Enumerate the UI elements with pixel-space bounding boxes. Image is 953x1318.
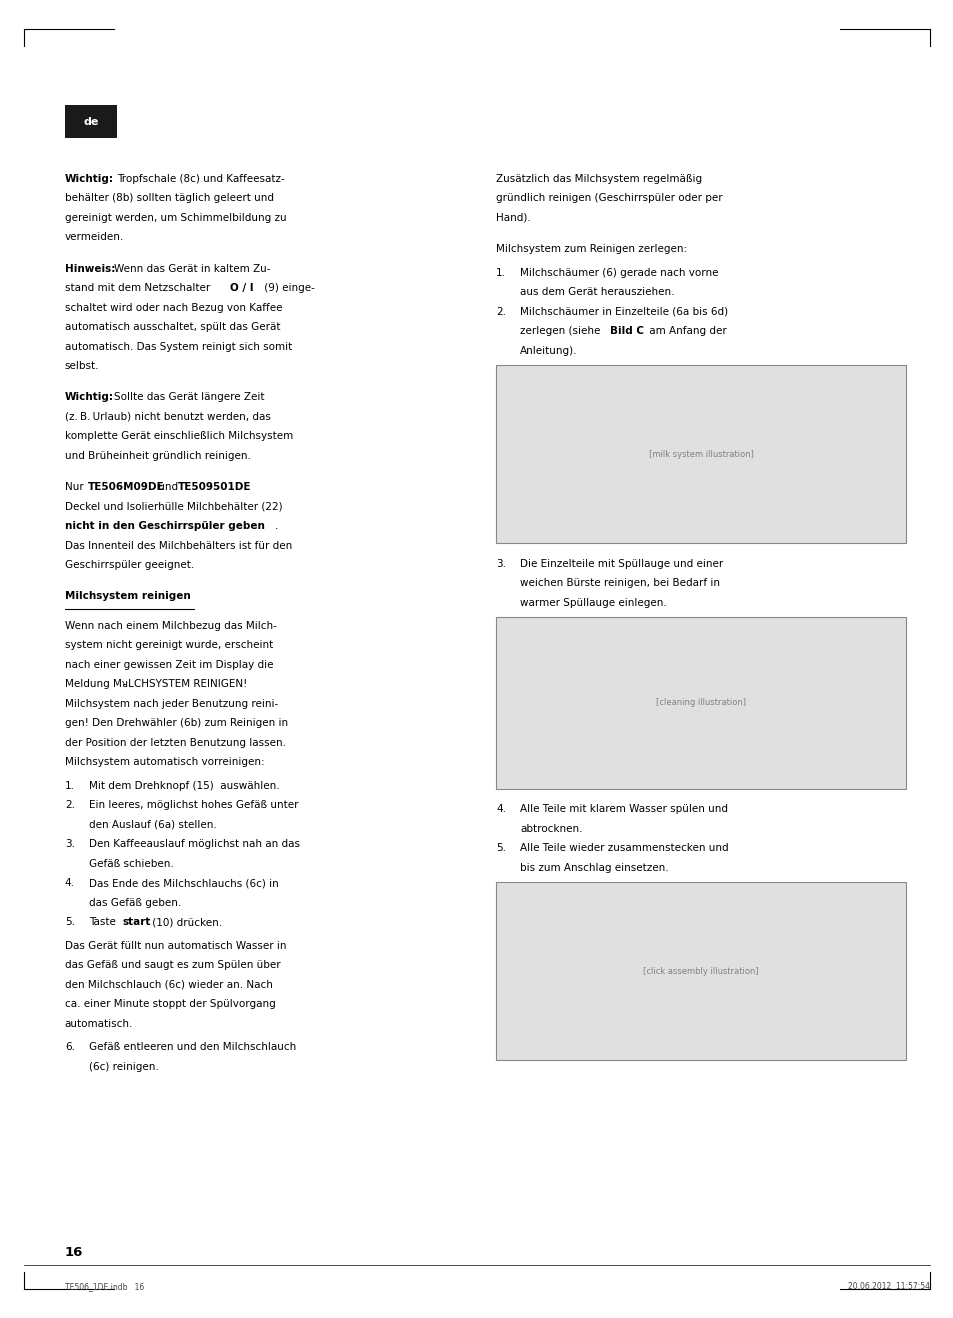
Text: 2.: 2.	[496, 307, 505, 316]
Text: Milchschäumer in Einzelteile (6a bis 6d): Milchschäumer in Einzelteile (6a bis 6d)	[519, 307, 727, 316]
Text: :: :	[246, 482, 250, 492]
Text: Alle Teile mit klarem Wasser spülen und: Alle Teile mit klarem Wasser spülen und	[519, 804, 727, 815]
Text: und: und	[154, 482, 181, 492]
Text: Milchsystem automatisch vorreinigen:: Milchsystem automatisch vorreinigen:	[65, 758, 264, 767]
Text: 3.: 3.	[496, 559, 505, 568]
Text: [milk system illustration]: [milk system illustration]	[648, 449, 753, 459]
Text: automatisch ausschaltet, spült das Gerät: automatisch ausschaltet, spült das Gerät	[65, 322, 280, 332]
Text: gereinigt werden, um Schimmelbildung zu: gereinigt werden, um Schimmelbildung zu	[65, 214, 286, 223]
Text: Alle Teile wieder zusammenstecken und: Alle Teile wieder zusammenstecken und	[519, 844, 728, 853]
Text: TE506_1DE.indb   16: TE506_1DE.indb 16	[65, 1282, 144, 1292]
Text: start: start	[122, 917, 151, 927]
Text: abtrocknen.: abtrocknen.	[519, 824, 582, 834]
Text: der Position der letzten Benutzung lassen.: der Position der letzten Benutzung lasse…	[65, 738, 286, 747]
Text: 20.06.2012  11:57:54: 20.06.2012 11:57:54	[847, 1282, 929, 1292]
Text: stand mit dem Netzschalter: stand mit dem Netzschalter	[65, 283, 213, 293]
Text: schaltet wird oder nach Bezug von Kaffee: schaltet wird oder nach Bezug von Kaffee	[65, 303, 282, 312]
Text: komplette Gerät einschließlich Milchsystem: komplette Gerät einschließlich Milchsyst…	[65, 431, 293, 442]
Text: gründlich reinigen (Geschirrspüler oder per: gründlich reinigen (Geschirrspüler oder …	[496, 194, 722, 203]
Text: den Milchschlauch (6c) wieder an. Nach: den Milchschlauch (6c) wieder an. Nach	[65, 979, 273, 990]
Text: Milchsystem zum Reinigen zerlegen:: Milchsystem zum Reinigen zerlegen:	[496, 244, 686, 254]
Text: Anleitung).: Anleitung).	[519, 345, 577, 356]
Text: (z. B. Urlaub) nicht benutzt werden, das: (z. B. Urlaub) nicht benutzt werden, das	[65, 413, 271, 422]
Text: Das Gerät füllt nun automatisch Wasser in: Das Gerät füllt nun automatisch Wasser i…	[65, 941, 286, 950]
Text: automatisch. Das System reinigt sich somit: automatisch. Das System reinigt sich som…	[65, 341, 292, 352]
Text: [cleaning illustration]: [cleaning illustration]	[656, 699, 745, 708]
Text: automatisch.: automatisch.	[65, 1019, 133, 1028]
Bar	[496, 365, 905, 543]
Text: Hand).: Hand).	[496, 214, 530, 223]
Text: (6c) reinigen.: (6c) reinigen.	[89, 1061, 158, 1072]
Text: Das Innenteil des Milchbehälters ist für den: Das Innenteil des Milchbehälters ist für…	[65, 540, 292, 551]
Text: 4.: 4.	[65, 878, 74, 888]
Text: de: de	[83, 117, 99, 127]
Text: behälter (8b) sollten täglich geleert und: behälter (8b) sollten täglich geleert un…	[65, 194, 274, 203]
Text: Wichtig:: Wichtig:	[65, 393, 113, 402]
Text: Mit dem Drehknopf (15)  auswählen.: Mit dem Drehknopf (15) auswählen.	[89, 780, 279, 791]
Text: Ein leeres, möglichst hohes Gefäß unter: Ein leeres, möglichst hohes Gefäß unter	[89, 800, 298, 811]
Text: 4.: 4.	[496, 804, 505, 815]
Text: Milchsystem nach jeder Benutzung reini-: Milchsystem nach jeder Benutzung reini-	[65, 699, 278, 709]
Text: bis zum Anschlag einsetzen.: bis zum Anschlag einsetzen.	[519, 863, 668, 873]
Text: Den Kaffeeauslauf möglichst nah an das: Den Kaffeeauslauf möglichst nah an das	[89, 840, 299, 849]
Text: Milchsystem reinigen: Milchsystem reinigen	[65, 592, 191, 601]
Text: (9) einge-: (9) einge-	[261, 283, 314, 293]
Text: Die Einzelteile mit Spüllauge und einer: Die Einzelteile mit Spüllauge und einer	[519, 559, 722, 568]
Text: Gefäß schieben.: Gefäß schieben.	[89, 858, 173, 869]
Text: 16: 16	[65, 1246, 83, 1259]
Text: Gefäß entleeren und den Milchschlauch: Gefäß entleeren und den Milchschlauch	[89, 1043, 295, 1052]
Text: Wenn nach einem Milchbezug das Milch-: Wenn nach einem Milchbezug das Milch-	[65, 621, 276, 631]
Text: [click assembly illustration]: [click assembly illustration]	[642, 966, 759, 975]
Bar	[496, 617, 905, 788]
Text: Hinweis:: Hinweis:	[65, 264, 115, 274]
Bar	[65, 105, 117, 138]
Text: Milchschäumer (6) gerade nach vorne: Milchschäumer (6) gerade nach vorne	[519, 268, 718, 278]
Text: Nur: Nur	[65, 482, 87, 492]
Text: nicht in den Geschirrspüler geben: nicht in den Geschirrspüler geben	[65, 521, 265, 531]
Text: selbst.: selbst.	[65, 361, 99, 372]
Text: .: .	[274, 521, 278, 531]
Text: Wichtig:: Wichtig:	[65, 174, 113, 185]
Text: 1.: 1.	[65, 780, 74, 791]
Text: Meldung MᴚLCHSYSTEM REINIGEN!: Meldung MᴚLCHSYSTEM REINIGEN!	[65, 679, 247, 689]
Text: vermeiden.: vermeiden.	[65, 232, 124, 243]
Text: O / I: O / I	[230, 283, 253, 293]
Text: Das Ende des Milchschlauchs (6c) in: Das Ende des Milchschlauchs (6c) in	[89, 878, 278, 888]
Text: TE506M09DE: TE506M09DE	[88, 482, 164, 492]
Text: Zusätzlich das Milchsystem regelmäßig: Zusätzlich das Milchsystem regelmäßig	[496, 174, 701, 185]
Text: das Gefäß und saugt es zum Spülen über: das Gefäß und saugt es zum Spülen über	[65, 960, 280, 970]
Text: ca. einer Minute stoppt der Spülvorgang: ca. einer Minute stoppt der Spülvorgang	[65, 999, 275, 1010]
Text: 5.: 5.	[496, 844, 505, 853]
Text: das Gefäß geben.: das Gefäß geben.	[89, 898, 181, 908]
Text: 5.: 5.	[65, 917, 74, 927]
Text: und Brüheinheit gründlich reinigen.: und Brüheinheit gründlich reinigen.	[65, 451, 251, 461]
Text: 1.: 1.	[496, 268, 505, 278]
Text: Wenn das Gerät in kaltem Zu-: Wenn das Gerät in kaltem Zu-	[113, 264, 270, 274]
Text: Bild C: Bild C	[609, 326, 643, 336]
Text: Geschirrspüler geeignet.: Geschirrspüler geeignet.	[65, 560, 193, 571]
Text: gen! Den Drehwähler (6b) zum Reinigen in: gen! Den Drehwähler (6b) zum Reinigen in	[65, 718, 288, 729]
Text: TE509501DE: TE509501DE	[177, 482, 251, 492]
Text: Sollte das Gerät längere Zeit: Sollte das Gerät längere Zeit	[113, 393, 264, 402]
Text: am Anfang der: am Anfang der	[645, 326, 726, 336]
Text: weichen Bürste reinigen, bei Bedarf in: weichen Bürste reinigen, bei Bedarf in	[519, 579, 720, 588]
Text: Taste: Taste	[89, 917, 119, 927]
Text: aus dem Gerät herausziehen.: aus dem Gerät herausziehen.	[519, 287, 674, 297]
Text: den Auslauf (6a) stellen.: den Auslauf (6a) stellen.	[89, 820, 216, 829]
Text: Tropfschale (8c) und Kaffeesatz-: Tropfschale (8c) und Kaffeesatz-	[117, 174, 285, 185]
Text: nach einer gewissen Zeit im Display die: nach einer gewissen Zeit im Display die	[65, 660, 274, 670]
Text: (10) drücken.: (10) drücken.	[149, 917, 222, 927]
Text: 6.: 6.	[65, 1043, 74, 1052]
Text: 3.: 3.	[65, 840, 74, 849]
Bar	[496, 882, 905, 1060]
Text: system nicht gereinigt wurde, erscheint: system nicht gereinigt wurde, erscheint	[65, 641, 273, 650]
Text: warmer Spüllauge einlegen.: warmer Spüllauge einlegen.	[519, 597, 666, 608]
Text: zerlegen (siehe: zerlegen (siehe	[519, 326, 603, 336]
Text: 2.: 2.	[65, 800, 74, 811]
Text: Deckel und Isolierhülle Milchbehälter (22): Deckel und Isolierhülle Milchbehälter (2…	[65, 502, 282, 511]
